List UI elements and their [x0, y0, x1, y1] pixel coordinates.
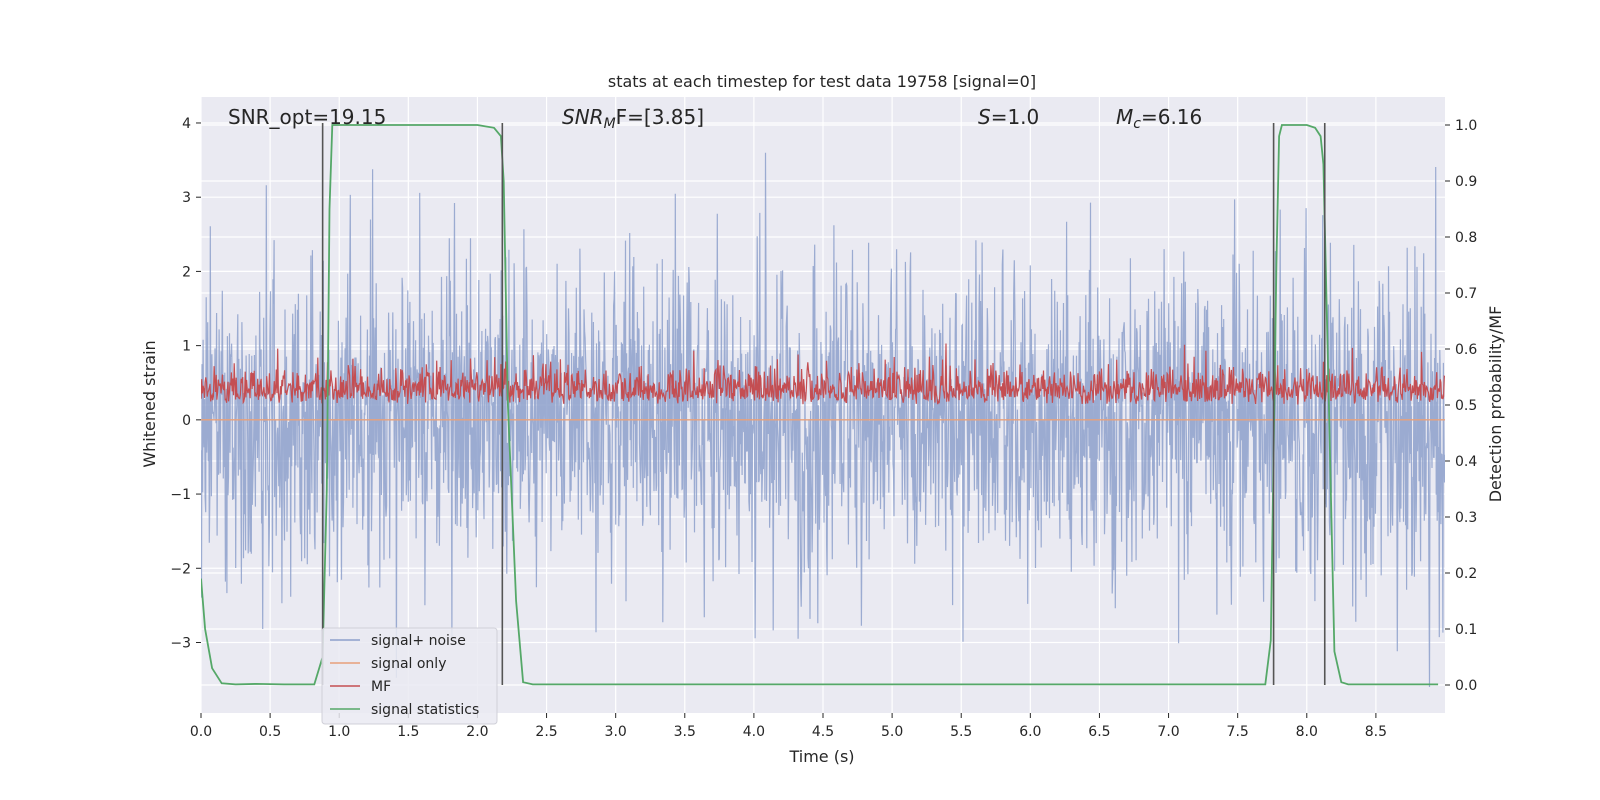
snr-mf-main: SNR	[562, 105, 604, 129]
mc-annotation: Mc=6.16	[1116, 105, 1202, 132]
legend-label-signal-only: signal only	[371, 656, 446, 672]
right-y-axis-label: Detection probability/MF	[1486, 306, 1505, 503]
mc-main: M	[1116, 105, 1133, 129]
left-y-axis-ticks: 4 3 2 1 0 −1 −2 −3	[170, 116, 201, 651]
x-axis-ticks: 0.0 0.5 1.0 1.5 2.0 2.5 3.0 3.5 4.0 4.5 5.0 5.5 6.0 6…	[190, 713, 1387, 740]
series-signal-plus-noise	[201, 152, 1445, 688]
y-right-tick-label-0: 1.0	[1455, 118, 1477, 134]
x-axis-label: Time (s)	[788, 747, 854, 766]
chart-title: stats at each timestep for test data 197…	[608, 72, 1036, 91]
s-main: S	[978, 105, 991, 129]
y-right-tick-label-7: 0.3	[1455, 510, 1477, 526]
x-tick-label-1: 0.5	[259, 724, 281, 740]
snr-mf-annotation: SNRMF=[3.85]	[562, 105, 704, 132]
snr-mf-rest: F=[3.85]	[616, 105, 704, 129]
x-tick-label-0: 0.0	[190, 724, 212, 740]
x-tick-label-11: 5.5	[950, 724, 972, 740]
mc-sub: c	[1133, 116, 1141, 132]
x-tick-label-16: 8.0	[1296, 724, 1318, 740]
s-rest: =1.0	[991, 105, 1040, 129]
y-left-tick-label-0: 4	[182, 116, 191, 132]
x-tick-label-14: 7.0	[1157, 724, 1179, 740]
y-right-tick-label-3: 0.7	[1455, 286, 1477, 302]
series-layer	[201, 124, 1445, 688]
y-left-tick-label-6: −2	[170, 561, 191, 577]
y-right-tick-label-1: 0.9	[1455, 174, 1477, 190]
x-tick-label-5: 2.5	[535, 724, 557, 740]
x-tick-label-4: 2.0	[466, 724, 488, 740]
right-y-axis-ticks: 1.0 0.9 0.8 0.7 0.6 0.5 0.4 0.3 0.2 0.1 0.0	[1445, 118, 1477, 694]
series-mf	[201, 343, 1445, 405]
y-right-tick-label-8: 0.2	[1455, 566, 1477, 582]
x-tick-label-15: 7.5	[1227, 724, 1249, 740]
y-left-tick-label-1: 3	[182, 190, 191, 206]
vertical-markers	[321, 122, 1326, 685]
snr-opt-annotation: SNR_opt=19.15	[228, 105, 386, 129]
x-tick-label-8: 4.0	[743, 724, 765, 740]
y-right-tick-label-10: 0.0	[1455, 678, 1477, 694]
left-y-axis-label: Whitened strain	[140, 340, 159, 467]
x-tick-label-9: 4.5	[812, 724, 834, 740]
x-tick-label-10: 5.0	[881, 724, 903, 740]
y-right-tick-label-4: 0.6	[1455, 342, 1477, 358]
x-tick-label-17: 8.5	[1365, 724, 1387, 740]
y-left-tick-label-5: −1	[170, 487, 191, 503]
x-tick-label-12: 6.0	[1019, 724, 1041, 740]
y-right-tick-label-6: 0.4	[1455, 454, 1477, 470]
s-annotation: S=1.0	[978, 105, 1039, 129]
snr-mf-sub: M	[604, 116, 616, 132]
x-tick-label-3: 1.5	[397, 724, 419, 740]
y-right-tick-label-5: 0.5	[1455, 398, 1477, 414]
x-tick-label-13: 6.5	[1088, 724, 1110, 740]
legend-box	[321, 627, 498, 725]
y-right-tick-label-2: 0.8	[1455, 230, 1477, 246]
x-tick-label-6: 3.0	[605, 724, 627, 740]
legend: signal+ noise signal only MF signal stat…	[321, 627, 498, 725]
y-left-tick-label-4: 0	[182, 413, 191, 429]
mc-rest: =6.16	[1141, 105, 1202, 129]
x-tick-label-2: 1.0	[328, 724, 350, 740]
legend-label-signal-noise: signal+ noise	[371, 633, 466, 649]
y-left-tick-label-7: −3	[170, 635, 191, 651]
y-left-tick-label-3: 1	[182, 339, 191, 355]
series-signal-statistics	[201, 124, 1439, 686]
legend-label-mf: MF	[371, 679, 391, 695]
x-tick-label-7: 3.5	[674, 724, 696, 740]
legend-label-signal-statistics: signal statistics	[371, 702, 479, 718]
y-left-tick-label-2: 2	[182, 264, 191, 280]
y-right-tick-label-9: 0.1	[1455, 622, 1477, 638]
